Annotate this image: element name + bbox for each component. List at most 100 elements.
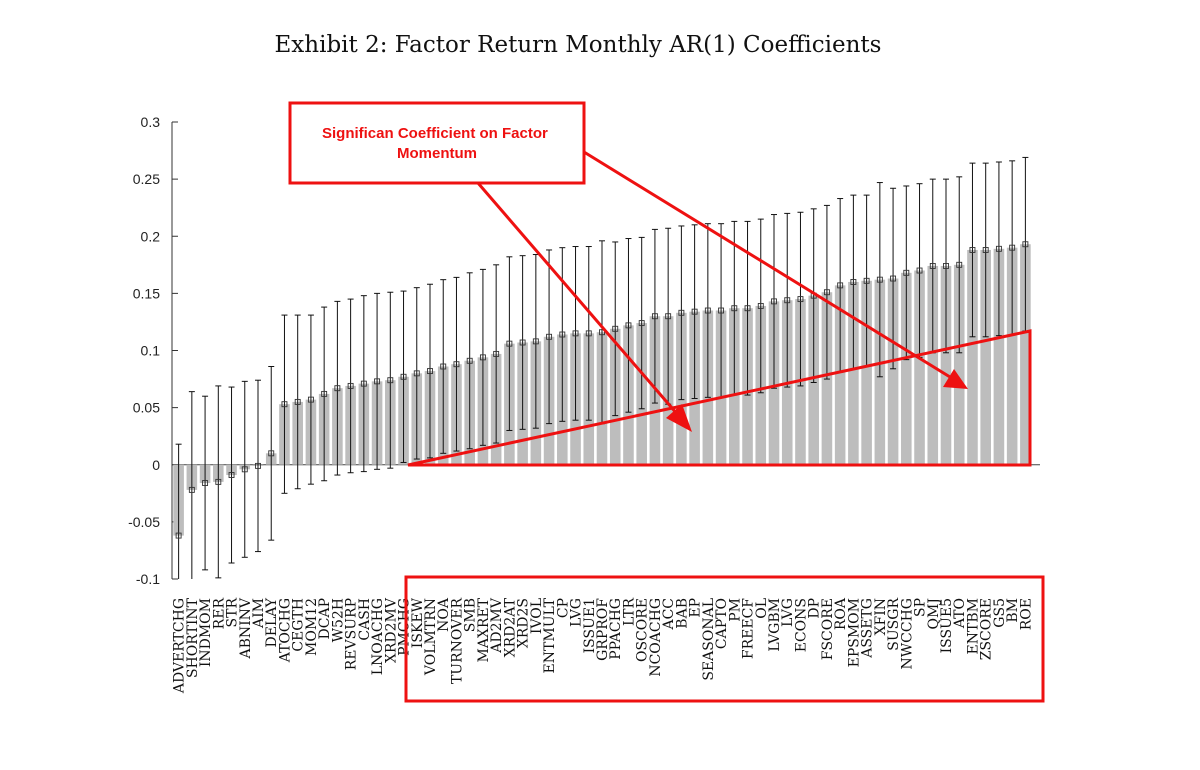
label-highlight-box [404, 575, 1045, 703]
bar [967, 249, 978, 465]
point-marker [863, 277, 870, 284]
annotation-layer: Significan Coefficient on Factor Momentu… [288, 101, 1045, 703]
bar [1006, 247, 1018, 465]
point-marker [215, 478, 222, 485]
x-tick-label: MOM12 [304, 598, 320, 656]
y-tick-label: 0 [152, 457, 160, 473]
x-tick-label: INDMOM [198, 598, 214, 667]
x-tick-label: LVGBM [767, 598, 783, 652]
point-marker [718, 307, 725, 314]
x-tick-label: PPACHG [608, 598, 624, 660]
x-tick-label: ENTBM [965, 598, 981, 654]
axes: -0.1 -0.05 0 0.05 0.1 0.15 0.2 0.25 0.3 [128, 114, 1040, 587]
x-tick-label: GRPROF [595, 598, 611, 661]
bar [1020, 244, 1031, 465]
point-marker [651, 313, 658, 320]
x-tick-label: SEASONAL [701, 598, 717, 681]
bar [887, 278, 899, 465]
y-tick-label: -0.05 [128, 514, 160, 530]
point-marker [929, 263, 936, 269]
x-tick-label: ZSCORE [979, 598, 995, 660]
point-marker [995, 245, 1002, 252]
x-tick-label: OSCORE [635, 598, 651, 662]
x-tick-label: GS5 [992, 598, 1008, 628]
point-marker [797, 296, 804, 303]
x-tick-label: NCOACHG [648, 598, 664, 677]
x-tick-label: EPSMOM [846, 598, 862, 667]
point-marker [255, 462, 261, 469]
x-tick-label: LNOACHG [370, 598, 386, 675]
arrow-right-head [943, 369, 968, 389]
x-tick-label: ISKEW [410, 597, 426, 648]
x-tick-label: CEGTH [291, 598, 307, 652]
x-tick-label: QMJ [926, 598, 942, 629]
x-tick-labels: ADVERTCHGSHORTINTINDMOMRERSTRABNINVAIMDE… [172, 597, 1035, 694]
bar [914, 270, 925, 465]
x-tick-label: SP [913, 598, 929, 617]
point-marker [678, 309, 685, 316]
x-tick-label: ATOCHG [277, 598, 293, 663]
point-marker [241, 466, 248, 473]
point-marker [1022, 241, 1029, 248]
point-marker [837, 282, 844, 289]
point-marker [612, 325, 619, 332]
y-tick-label: 0.1 [141, 343, 161, 359]
bar [993, 248, 1005, 465]
x-tick-label: CP [555, 598, 571, 618]
point-marker [532, 338, 539, 345]
bar [861, 280, 872, 465]
x-tick-label: LVG [569, 598, 585, 627]
x-tick-label: ISSUE5 [939, 598, 955, 653]
point-marker [175, 532, 182, 539]
x-tick-label: SHORTINT [185, 597, 201, 678]
point-marker [466, 357, 473, 364]
y-tick-label: 0.3 [141, 114, 161, 130]
x-tick-label: ABNINV [238, 597, 254, 659]
x-tick-label: ROA [833, 597, 849, 630]
chart-title: Exhibit 2: Factor Return Monthly AR(1) C… [275, 32, 882, 58]
point-marker [625, 322, 632, 329]
y-tick-label: 0.05 [133, 400, 160, 416]
error-bars [175, 156, 1029, 579]
point-marker [228, 472, 235, 478]
x-tick-label: IVOL [529, 598, 545, 634]
point-marker [943, 263, 949, 269]
point-marker [294, 398, 301, 405]
x-tick-label: FSCORE [820, 598, 836, 660]
point-marker [704, 307, 711, 314]
x-tick-label: ECONS [793, 598, 809, 652]
point-marker [188, 486, 195, 493]
point-marker [771, 298, 777, 305]
x-tick-label: LVG [780, 598, 796, 627]
point-marker [506, 340, 513, 347]
point-marker [307, 396, 314, 403]
x-tick-label: ACC [661, 598, 677, 631]
point-marker [823, 289, 830, 296]
point-marker [400, 373, 407, 380]
point-marker [744, 305, 751, 312]
point-marker [387, 377, 394, 384]
callout-line-2: Momentum [397, 145, 477, 162]
point-marker [427, 368, 433, 375]
x-tick-label: VOLMTRN [423, 598, 439, 676]
x-tick-label: ISSUE1 [582, 598, 598, 653]
x-tick-label: XFIN [873, 598, 889, 635]
x-tick-label: ASSETG [860, 598, 876, 659]
bar [953, 264, 965, 465]
point-marker [360, 380, 367, 387]
x-tick-label: SMB [463, 598, 479, 632]
point-marker [757, 302, 764, 309]
x-tick-label: ENTMULT [542, 597, 558, 673]
point-marker [559, 331, 566, 338]
point-marker [876, 276, 883, 283]
x-tick-label: XRD2AT [502, 597, 518, 657]
bar [901, 272, 912, 465]
point-marker [585, 330, 592, 337]
point-marker [347, 382, 354, 389]
x-tick-label: NOA [436, 597, 452, 632]
x-tick-label: W52H [330, 598, 346, 642]
point-marker [890, 275, 897, 282]
point-marker [850, 279, 857, 285]
point-marker [731, 305, 738, 312]
